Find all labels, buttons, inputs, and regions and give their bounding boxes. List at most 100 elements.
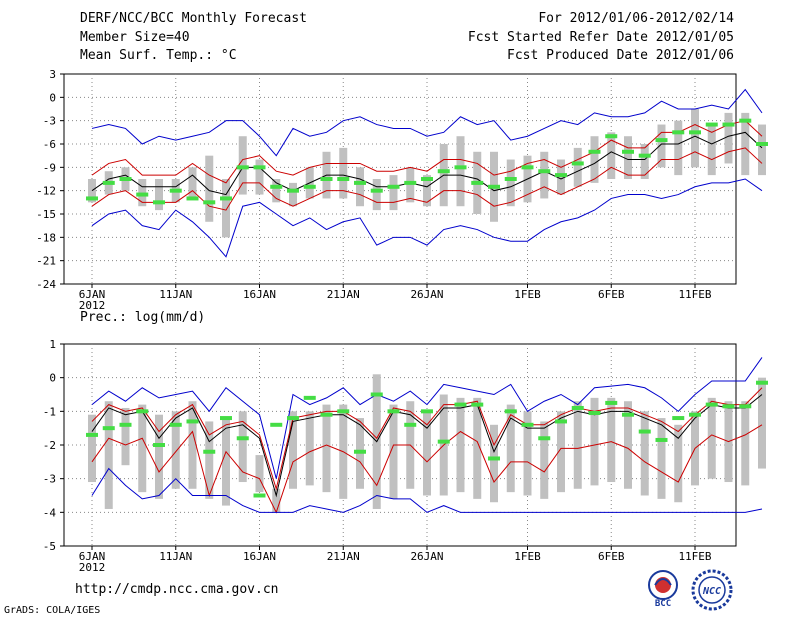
obs-marker [404, 180, 417, 185]
obs-marker [119, 422, 132, 427]
spread-box [389, 175, 398, 211]
obs-marker [186, 419, 199, 424]
spread-box [657, 124, 666, 168]
spread-box [573, 147, 582, 187]
chart-title: DERF/NCC/BCC Monthly Forecast [80, 11, 307, 26]
spread-box [624, 136, 632, 179]
obs-marker [253, 493, 266, 498]
obs-marker [488, 184, 500, 189]
x-tick-label: 1FEB [514, 550, 541, 563]
x-tick-label: 11JAN [159, 288, 192, 301]
obs-marker [203, 200, 216, 205]
spread-box [456, 136, 465, 207]
spread-box [104, 401, 113, 509]
obs-marker [387, 184, 400, 189]
series-line-max [91, 357, 763, 479]
obs-marker [471, 180, 484, 185]
spread-box [640, 411, 649, 496]
obs-marker [588, 149, 601, 154]
variable-label-prec: Prec.: log(mm/d) [80, 310, 206, 325]
spread-box [707, 397, 716, 479]
obs-marker [270, 184, 283, 189]
x-tick-label: 16JAN [243, 550, 276, 563]
spread-box [255, 159, 264, 195]
obs-marker [705, 122, 718, 127]
ncc-logo: NCC [691, 569, 733, 611]
obs-marker [86, 196, 98, 201]
obs-marker [354, 180, 366, 185]
obs-marker [320, 412, 333, 417]
spread-box [322, 404, 331, 493]
spread-box [741, 401, 750, 486]
spread-box [456, 397, 465, 493]
y-tick-label: 0 [49, 91, 56, 104]
obs-marker [655, 437, 668, 442]
obs-marker [236, 436, 249, 441]
spread-box [305, 411, 314, 486]
member-size: Member Size=40 [80, 30, 190, 45]
obs-marker [588, 411, 601, 416]
obs-marker [504, 409, 517, 414]
spread-box [272, 488, 281, 513]
obs-marker [638, 429, 651, 434]
x-tick-label: 21JAN [327, 550, 360, 563]
obs-marker [622, 412, 634, 417]
obs-marker [102, 426, 115, 431]
obs-marker [705, 402, 718, 407]
y-tick-label: -1 [43, 405, 56, 418]
obs-marker [722, 404, 735, 409]
obs-marker [220, 416, 232, 421]
obs-marker [437, 439, 450, 444]
obs-marker [454, 165, 467, 170]
spread-box [238, 411, 247, 483]
obs-marker [421, 409, 433, 414]
obs-marker [521, 422, 534, 427]
x-tick-label: 6FEB [598, 288, 625, 301]
obs-marker [220, 196, 232, 201]
spread-box [423, 411, 431, 496]
spread-box [289, 182, 297, 207]
obs-marker [605, 400, 618, 405]
spread-box [205, 155, 214, 222]
obs-marker [555, 419, 567, 424]
obs-marker [437, 169, 450, 174]
series-line-min [91, 467, 763, 513]
variable-label-temp: Mean Surf. Temp.: °C [80, 48, 237, 63]
y-tick-label: -2 [43, 439, 56, 452]
x-tick-label: 1FEB [514, 288, 541, 301]
x-tick-label: 26JAN [410, 550, 443, 563]
spread-box [691, 109, 699, 168]
obs-marker [136, 192, 149, 197]
spread-box [607, 132, 616, 179]
obs-marker [605, 134, 618, 139]
spread-box [490, 424, 498, 503]
obs-marker [153, 200, 165, 205]
series-line-upper [91, 387, 763, 491]
spread-box [356, 167, 364, 207]
y-tick-label: -6 [43, 138, 56, 151]
y-tick-label: -24 [36, 278, 56, 291]
spread-box [506, 404, 515, 493]
obs-marker [756, 142, 768, 146]
spread-box [289, 411, 297, 489]
y-tick-label: -4 [43, 506, 57, 519]
spread-box [205, 421, 214, 499]
y-tick-label: -3 [43, 115, 56, 128]
y-tick-label: -18 [36, 231, 56, 244]
spread-box [138, 404, 147, 493]
obs-marker [102, 180, 115, 185]
y-tick-label: 1 [49, 338, 56, 351]
obs-marker [555, 173, 567, 178]
obs-marker [370, 392, 383, 397]
obs-marker [722, 122, 735, 127]
spread-box [674, 424, 683, 503]
spread-box [573, 401, 582, 489]
spread-box [724, 112, 733, 164]
source-url[interactable]: http://cmdp.ncc.cma.gov.cn [75, 582, 279, 597]
spread-box [741, 112, 750, 176]
plot-frame [63, 73, 737, 285]
obs-marker [404, 422, 417, 427]
obs-marker [655, 138, 668, 143]
obs-marker [638, 153, 651, 158]
